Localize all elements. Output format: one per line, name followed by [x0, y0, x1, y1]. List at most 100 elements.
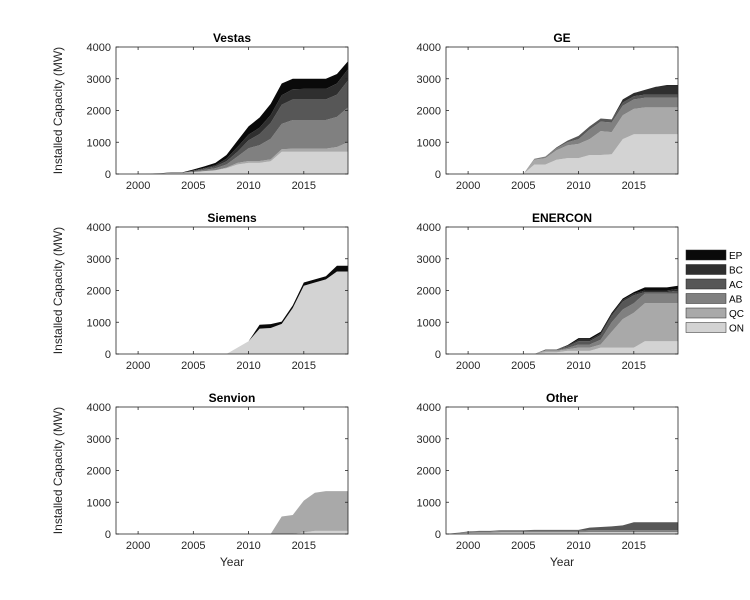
legend-label-bc: BC [729, 266, 743, 277]
subplot-ge: 2000 2005 2010 2015 0 1000 2000 3000 4000 GE [417, 31, 679, 192]
subplot-title: ENERCON [532, 211, 592, 225]
y-tick-label: 0 [435, 169, 441, 181]
y-tick-label: 4000 [417, 42, 441, 54]
y-tick-label: 1000 [417, 317, 441, 329]
area-series-ab [446, 293, 678, 354]
x-tick-label: 2005 [181, 180, 205, 192]
y-tick-label: 0 [105, 529, 111, 541]
legend-label-on: ON [729, 324, 744, 335]
x-tick-label: 2000 [456, 180, 480, 192]
area-series-on [116, 271, 348, 354]
legend-label-ep: EP [729, 251, 743, 262]
legend-swatch-on [685, 322, 727, 333]
area-series-ab [116, 107, 348, 174]
subplot-enercon: 2000 2005 2010 2015 0 1000 2000 3000 4000 ENERCON [417, 211, 679, 372]
y-tick-label: 4000 [87, 222, 111, 234]
y-tick-label: 3000 [87, 254, 111, 266]
y-tick-label: 4000 [87, 42, 111, 54]
area-series-qc [116, 491, 348, 534]
y-tick-label: 2000 [417, 466, 441, 478]
subplot-other: 2000 2005 2010 2015 0 1000 2000 3000 4000 Other Ye… [417, 391, 679, 569]
y-tick-label: 0 [105, 169, 111, 181]
y-tick-label: 2000 [87, 106, 111, 118]
legend-swatch-ac [685, 278, 727, 290]
x-tick-label: 2010 [236, 540, 260, 552]
x-tick-label: 2015 [622, 540, 646, 552]
legend-label-ab: AB [729, 295, 743, 306]
area-series-on [446, 341, 678, 354]
y-tick-label: 3000 [87, 434, 111, 446]
x-tick-label: 2005 [511, 180, 535, 192]
x-tick-label: 2010 [566, 540, 590, 552]
x-tick-label: 2005 [511, 540, 535, 552]
y-tick-label: 2000 [87, 286, 111, 298]
y-tick-label: 0 [105, 349, 111, 361]
x-tick-label: 2015 [622, 360, 646, 372]
area-series-on [446, 532, 678, 534]
y-tick-label: 2000 [417, 106, 441, 118]
legend-label-ac: AC [729, 280, 743, 291]
y-tick-label: 1000 [87, 497, 111, 509]
area-series-on [446, 134, 678, 174]
area-series-ab [446, 97, 678, 174]
x-tick-label: 2010 [566, 180, 590, 192]
y-tick-label: 1000 [87, 317, 111, 329]
x-tick-label: 2005 [181, 540, 205, 552]
y-tick-label: 3000 [417, 254, 441, 266]
x-tick-label: 2000 [456, 540, 480, 552]
y-axis-label: Installed Capacity (MW) [51, 227, 65, 354]
x-tick-label: 2015 [622, 180, 646, 192]
area-series-ac [446, 290, 678, 354]
y-tick-label: 0 [435, 529, 441, 541]
y-tick-label: 4000 [87, 402, 111, 414]
y-tick-label: 4000 [417, 402, 441, 414]
legend-label-qc: QC [729, 309, 744, 320]
y-axis-label: Installed Capacity (MW) [51, 47, 65, 174]
y-tick-label: 1000 [417, 497, 441, 509]
subplot-title: Siemens [207, 211, 257, 225]
subplot-vestas: 2000 2005 2010 2015 0 1000 2000 3000 4000 Vestas I… [51, 31, 349, 192]
area-series-qc [446, 107, 678, 174]
subplot-title: Senvion [209, 391, 256, 405]
y-tick-label: 1000 [417, 137, 441, 149]
y-tick-label: 2000 [417, 286, 441, 298]
x-tick-label: 2015 [292, 360, 316, 372]
subplot-title: Other [546, 391, 578, 405]
area-series-qc [446, 303, 678, 354]
y-tick-label: 1000 [87, 137, 111, 149]
area-series-on [116, 151, 348, 174]
x-tick-label: 2000 [126, 540, 150, 552]
legend: EP BC AC AB QC ON [683, 248, 750, 336]
area-series-ep [116, 61, 348, 174]
plot-area [446, 407, 678, 534]
x-tick-label: 2000 [456, 360, 480, 372]
area-series-ac [116, 80, 348, 174]
x-tick-label: 2000 [126, 360, 150, 372]
y-tick-label: 2000 [87, 466, 111, 478]
x-tick-label: 2010 [236, 360, 260, 372]
legend-swatch-qc [685, 307, 727, 319]
y-tick-label: 3000 [87, 74, 111, 86]
y-tick-label: 3000 [417, 74, 441, 86]
y-tick-label: 0 [435, 349, 441, 361]
area-series-ac [446, 522, 678, 534]
subplot-siemens: 2000 2005 2010 2015 0 1000 2000 3000 4000 Siemens… [51, 211, 349, 372]
legend-swatch-ep [685, 249, 727, 261]
legend-swatch-bc [685, 264, 727, 275]
x-tick-label: 2010 [566, 360, 590, 372]
legend-box [683, 248, 750, 336]
subplot-title: Vestas [213, 31, 251, 45]
x-tick-label: 2015 [292, 540, 316, 552]
subplot-title: GE [553, 31, 570, 45]
area-series-bc [116, 69, 348, 174]
x-axis-label: Year [550, 555, 574, 569]
y-axis-label: Installed Capacity (MW) [51, 407, 65, 534]
x-tick-label: 2010 [236, 180, 260, 192]
x-axis-label: Year [220, 555, 244, 569]
subplot-senvion: 2000 2005 2010 2015 0 1000 2000 3000 4000 Senvion… [51, 391, 349, 569]
area-series-ep [446, 285, 678, 354]
legend-swatch-ab [685, 293, 727, 304]
x-tick-label: 2000 [126, 180, 150, 192]
area-series-ab [446, 530, 678, 534]
